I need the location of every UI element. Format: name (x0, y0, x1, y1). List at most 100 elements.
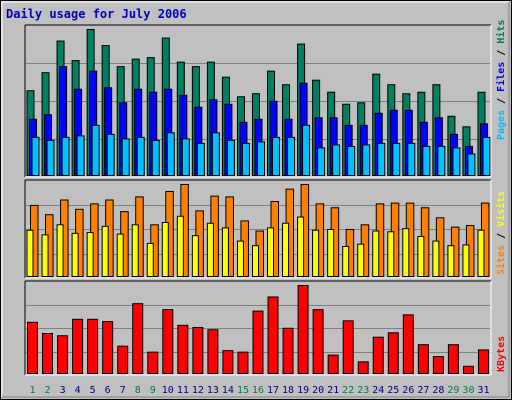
pages-bar (211, 132, 220, 177)
pages-bar (482, 136, 491, 177)
legend-separator: / (496, 227, 507, 245)
kbytes-bar (327, 354, 339, 375)
visits-bar (131, 224, 139, 278)
visits-bar (41, 234, 49, 277)
legend-separator: / (496, 44, 507, 62)
x-axis-day-label: 14 (222, 385, 234, 396)
visits-bar (56, 224, 64, 278)
visits-bar (101, 225, 109, 278)
pages-bar (347, 145, 356, 176)
visits-bar (267, 227, 275, 277)
visits-bar (462, 244, 470, 277)
pages-bar (332, 144, 341, 176)
pages-bar (226, 139, 235, 176)
pages-bar (362, 144, 371, 176)
kbytes-bar (192, 327, 204, 374)
x-axis-day-label: 16 (252, 385, 264, 396)
kbytes-bar (207, 329, 219, 374)
x-axis-day-label: 26 (402, 385, 414, 396)
x-axis-day-label: 28 (432, 385, 444, 396)
visits-bar (327, 228, 335, 277)
x-axis-day-label: 25 (387, 385, 399, 396)
visits-bar (402, 228, 410, 278)
visits-bar (146, 242, 154, 277)
kbytes-bar (417, 344, 429, 375)
pages-bar (422, 145, 431, 176)
pages-bar (166, 132, 175, 177)
kbytes-panel-legend: KBytes (496, 336, 507, 372)
pages-bar (241, 142, 250, 176)
visits-bar (71, 232, 79, 277)
kbytes-bar (27, 321, 38, 375)
kbytes-bar (312, 309, 324, 375)
visits-bar (116, 233, 124, 278)
pages-bar (76, 135, 85, 177)
x-axis-day-label: 18 (282, 385, 294, 396)
pages-bar (452, 147, 461, 176)
visits-bar (206, 222, 214, 277)
kbytes-bar (252, 310, 264, 375)
x-axis-day-label: 24 (372, 385, 384, 396)
visits-bar (477, 229, 485, 278)
pages-bar (46, 139, 55, 176)
pages-bar (151, 139, 160, 176)
visits-bar (357, 243, 365, 278)
svg-text:Pages / Files / Hits: Pages / Files / Hits (495, 20, 507, 140)
pages-bar (392, 142, 401, 176)
kbytes-bar (222, 350, 234, 374)
x-axis-day-label: 22 (342, 385, 354, 396)
pages-bar (136, 136, 145, 177)
x-axis-day-label: 30 (462, 385, 474, 396)
legend-visits: Visits (495, 191, 507, 227)
pages-bar (256, 141, 265, 176)
kbytes-bar (237, 351, 249, 374)
x-axis-day-label: 5 (90, 385, 96, 396)
x-axis-day-label: 23 (357, 385, 369, 396)
x-axis-day-label: 29 (447, 385, 459, 396)
visits-bar (86, 232, 94, 278)
x-axis-day-label: 10 (162, 385, 174, 396)
pages-bar (287, 136, 296, 177)
svg-text:Sites / Visits: Sites / Visits (495, 191, 507, 275)
sites-panel-legend: Sites / Visits (495, 191, 507, 275)
pages-bar (196, 142, 205, 176)
kbytes-bar (87, 318, 99, 375)
kbytes-bar (42, 332, 54, 375)
kbytes-bar (402, 314, 414, 374)
x-axis-day-label: 15 (237, 385, 249, 396)
x-axis-day-label: 1 (30, 385, 36, 396)
x-axis-day-label: 17 (267, 385, 279, 396)
pages-bar (121, 138, 130, 176)
x-axis-day-label: 31 (477, 385, 489, 396)
chart-panels (24, 24, 492, 376)
hits-panel-legend: Pages / Files / Hits (495, 20, 507, 140)
visits-bar (161, 221, 169, 278)
kbytes-panel (24, 280, 492, 376)
x-axis-day-label: 19 (297, 385, 309, 396)
sites-panel (24, 179, 492, 279)
kbytes-bar (387, 332, 399, 375)
legend-sites: Sites (495, 245, 507, 275)
x-axis-day-label: 21 (327, 385, 339, 396)
kbytes-bar (432, 356, 444, 375)
visits-bar (417, 235, 425, 278)
visits-bar (221, 227, 229, 277)
pages-bar (106, 133, 115, 177)
kbytes-bar (282, 327, 294, 374)
visits-bar (236, 240, 244, 277)
kbytes-bar (267, 296, 279, 375)
visits-bar (447, 245, 455, 278)
visits-bar (26, 229, 34, 278)
kbytes-bar (297, 285, 309, 374)
pages-bar (302, 124, 311, 176)
kbytes-bar (462, 365, 474, 375)
visits-bar (342, 246, 350, 277)
pages-bar (91, 124, 100, 176)
legend-files: Files (495, 62, 507, 92)
kbytes-bar (357, 361, 369, 374)
visits-bar (251, 245, 259, 278)
visits-bar (191, 235, 199, 277)
legend-separator: / (496, 92, 507, 110)
x-axis-day-label: 20 (312, 385, 324, 396)
